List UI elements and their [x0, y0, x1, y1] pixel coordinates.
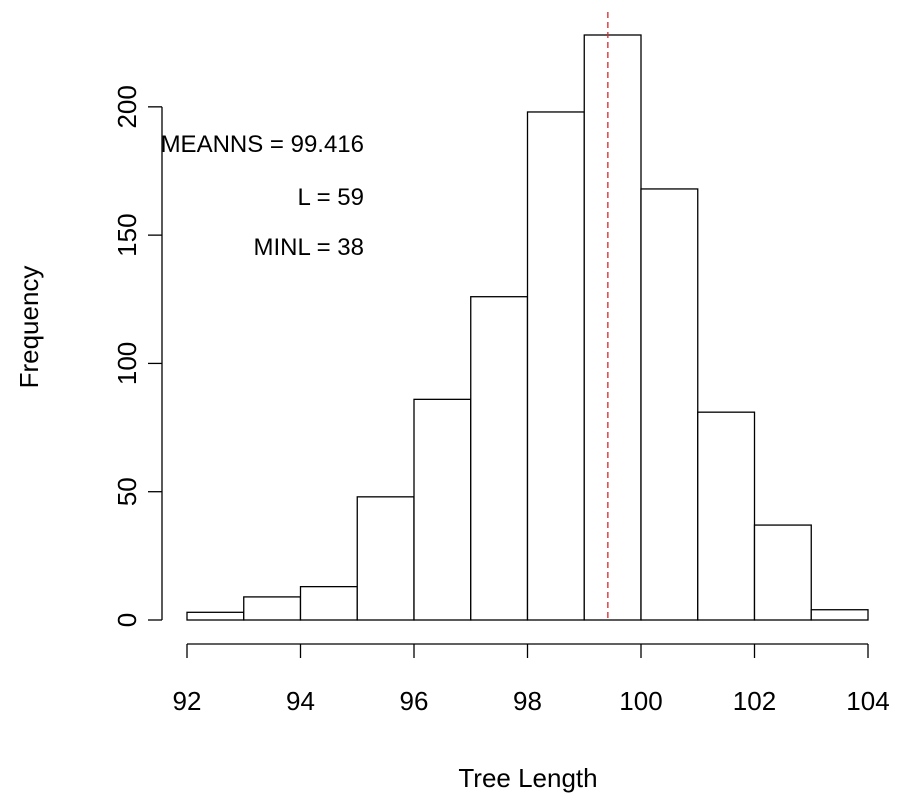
histogram-bar [413, 398, 472, 621]
y-tick-label: 200 [112, 85, 142, 128]
x-axis: 92 94 96 98 100 102 104 [173, 643, 890, 716]
x-tick-label: 96 [400, 686, 429, 716]
y-tick-label: 150 [112, 213, 142, 256]
y-tick-label: 50 [112, 477, 142, 506]
x-tick-label: 92 [173, 686, 202, 716]
x-tick-label: 104 [846, 686, 889, 716]
x-tick-label: 102 [733, 686, 776, 716]
histogram-bar [640, 188, 699, 621]
histogram-bar [697, 411, 756, 621]
y-tick-label: 100 [112, 342, 142, 385]
histogram-bar [810, 609, 869, 621]
y-tick-label: 0 [112, 613, 142, 627]
x-tick-label: 94 [286, 686, 315, 716]
x-tick-label: 98 [513, 686, 542, 716]
y-axis: 0 50 100 150 200 [112, 85, 163, 627]
annotation-minl: MINL = 38 [254, 234, 365, 261]
histogram-bar [470, 296, 529, 621]
histogram-bar [526, 111, 585, 621]
y-axis-title: Frequency [14, 266, 44, 389]
histogram-bar [356, 496, 415, 621]
x-axis-title: Tree Length [458, 763, 597, 793]
histogram-bar [583, 34, 642, 621]
histogram-bars [186, 34, 869, 621]
annotation-l: L = 59 [297, 184, 364, 211]
annotation-meanns: MEANNS = 99.416 [161, 131, 364, 158]
histogram-bar [243, 596, 302, 621]
histogram-bar [299, 585, 358, 621]
histogram-bar [186, 611, 245, 621]
histogram-bar [753, 524, 812, 621]
x-tick-label: 100 [619, 686, 662, 716]
